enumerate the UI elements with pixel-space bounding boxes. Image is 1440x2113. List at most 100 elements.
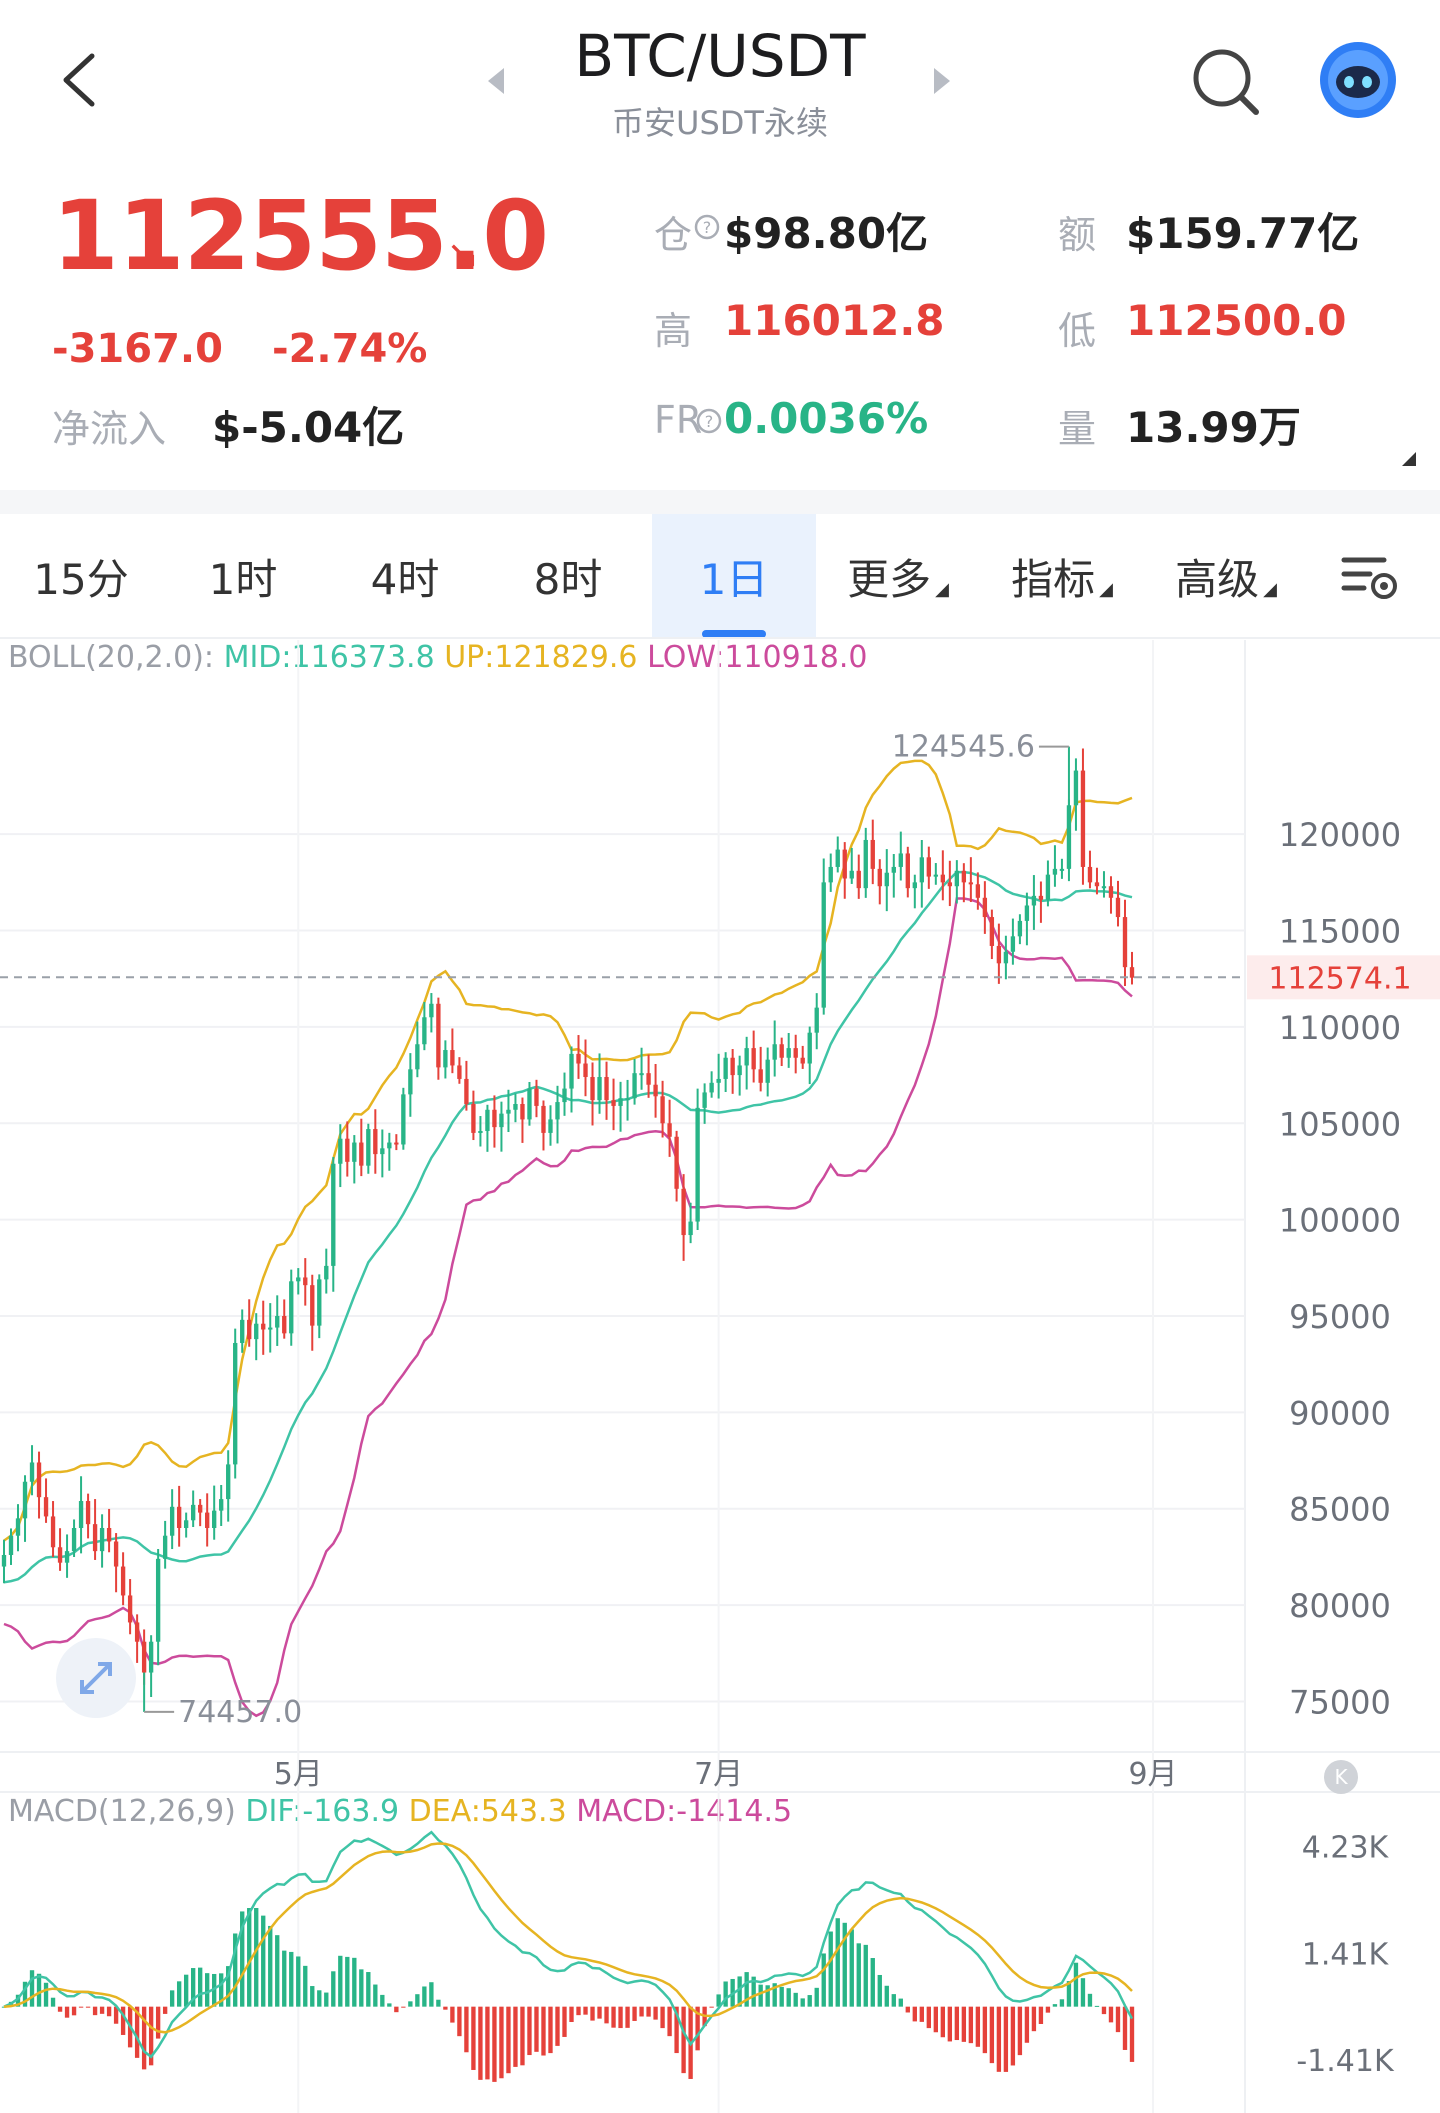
macd-histogram-bar	[898, 1998, 903, 2007]
candle-body	[1073, 770, 1079, 806]
macd-histogram-bar	[807, 1995, 812, 2007]
help-icon[interactable]: ?	[694, 214, 720, 240]
dropdown-caret-icon: ◢	[935, 578, 949, 600]
macd-histogram-bar	[240, 1911, 245, 2007]
macd-histogram-bar	[464, 2006, 469, 2053]
macd-histogram-bar	[863, 1944, 868, 2007]
x-tick-label: 5月	[274, 1757, 323, 1792]
back-icon[interactable]	[56, 50, 100, 110]
help-icon[interactable]: ?	[696, 408, 722, 434]
robot-assistant-icon[interactable]	[1318, 40, 1398, 120]
macd-histogram-bar	[106, 2006, 112, 2017]
k-badge-icon[interactable]: K	[1322, 1758, 1360, 1796]
candle-body	[793, 1048, 798, 1058]
tab-1d[interactable]: 1日	[652, 514, 816, 638]
macd-histogram-bar	[849, 1929, 854, 2007]
macd-histogram-bar	[723, 1981, 728, 2007]
candle-body	[1017, 920, 1023, 937]
boll-legend-mid: MID:116373.8	[223, 640, 435, 675]
macd-histogram-bar	[1087, 1993, 1093, 2007]
macd-histogram-bar	[541, 2006, 546, 2056]
funding-rate-value: 0.0036%	[724, 394, 929, 443]
candle-body	[450, 1050, 455, 1066]
macd-histogram-bar	[422, 1986, 427, 2007]
macd-histogram-bar	[233, 1933, 238, 2007]
macd-histogram-bar	[933, 2006, 938, 2033]
macd-histogram-bar	[289, 1951, 294, 2007]
macd-histogram-bar	[71, 2006, 77, 2016]
macd-histogram-bar	[43, 1982, 49, 2007]
candle-body	[226, 1464, 231, 1500]
candle-body	[1003, 951, 1009, 964]
search-icon[interactable]	[1190, 46, 1264, 120]
macd-histogram-bar	[78, 2006, 84, 2008]
candle-body	[1094, 882, 1100, 887]
candle-body	[863, 839, 868, 889]
macd-histogram-bar	[401, 2006, 406, 2008]
macd-histogram-bar	[254, 1907, 259, 2007]
macd-histogram-bar	[443, 2006, 448, 2010]
macd-histogram-bar	[492, 2006, 497, 2082]
boll-mid-line	[3, 870, 1133, 1584]
candle-body	[183, 1520, 189, 1528]
tab-advanced[interactable]: 高级 ◢	[1175, 554, 1277, 604]
macd-histogram-bar	[120, 2006, 126, 2035]
macd-histogram-bar	[408, 2001, 413, 2007]
macd-histogram-bar	[85, 2006, 91, 2008]
tab-15m[interactable]: 15分	[33, 554, 129, 604]
macd-histogram-bar	[828, 1931, 833, 2007]
macd-histogram-bar	[499, 2006, 504, 2079]
candle-body	[247, 1319, 252, 1340]
candle-body	[15, 1518, 21, 1536]
candle-body	[380, 1148, 385, 1155]
tab-1h[interactable]: 1时	[208, 554, 278, 604]
turnover-label: 额	[1058, 213, 1097, 257]
candle-body	[947, 882, 953, 887]
candle-body	[331, 1163, 336, 1266]
macd-histogram-bar	[996, 2006, 1002, 2072]
candle-body	[646, 1073, 651, 1085]
macd-histogram-bar	[779, 1986, 784, 2007]
macd-histogram-bar	[527, 2006, 532, 2056]
macd-histogram-bar	[198, 1967, 203, 2007]
candle-body	[597, 1077, 602, 1101]
candle-body	[625, 1098, 630, 1101]
fullscreen-expand-icon[interactable]	[54, 1636, 138, 1720]
net-inflow-label: 净流入	[52, 407, 167, 451]
macd-histogram-bar	[583, 2006, 588, 2015]
macd-histogram-bar	[148, 2006, 154, 2066]
macd-histogram-bar	[99, 2006, 105, 2014]
macd-histogram-bar	[1003, 2006, 1009, 2072]
expand-corner-icon[interactable]	[1402, 452, 1416, 466]
candle-body	[289, 1281, 294, 1334]
macd-dea-line	[3, 1842, 1133, 2034]
macd-histogram-bar	[618, 2006, 623, 2029]
y-tick-label: 85000	[1289, 1491, 1391, 1529]
tab-indicators[interactable]: 指标 ◢	[1011, 554, 1113, 604]
macd-histogram-bar	[905, 2006, 910, 2013]
macd-histogram-bar	[113, 2006, 119, 2024]
candle-body	[478, 1130, 483, 1133]
candle-body	[835, 849, 840, 867]
tab-4h[interactable]: 4时	[370, 554, 440, 604]
tab-more[interactable]: 更多 ◢	[847, 554, 949, 604]
candle-body	[982, 897, 988, 918]
macd-histogram-bar	[975, 2006, 981, 2047]
candle-body	[653, 1084, 658, 1097]
price-chart[interactable]: 124545.6 74457.0 112574.1 120000 115000 1100…	[0, 640, 1440, 2113]
tabs-border	[0, 637, 1440, 639]
candle-body	[919, 857, 924, 883]
chart-settings-icon[interactable]	[1340, 552, 1402, 602]
macd-histogram-bar	[22, 1981, 28, 2007]
candle-body	[527, 1088, 532, 1120]
macd-histogram-bar	[15, 1994, 21, 2007]
candle-body	[50, 1516, 56, 1548]
next-symbol-icon[interactable]	[932, 66, 952, 96]
tab-8h[interactable]: 8时	[533, 554, 603, 604]
macd-legend-dea: DEA:543.3	[408, 1794, 567, 1829]
candle-body	[709, 1082, 714, 1093]
macd-histogram-bar	[415, 1994, 420, 2007]
candle-body	[814, 1007, 819, 1033]
prev-symbol-icon[interactable]	[486, 66, 506, 96]
macd-y-tick-label: 4.23K	[1302, 1831, 1390, 1866]
